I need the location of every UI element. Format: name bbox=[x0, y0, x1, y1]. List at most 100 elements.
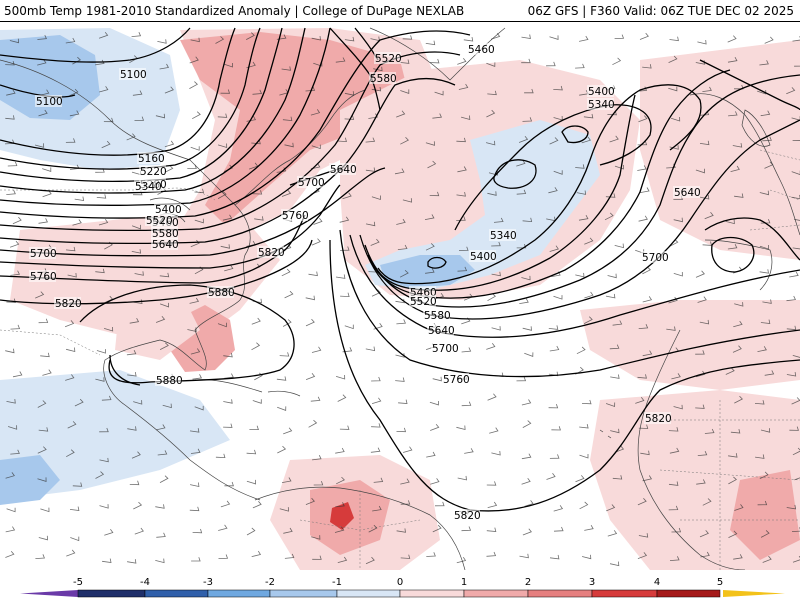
wind-barb bbox=[553, 85, 563, 91]
wind-barb bbox=[673, 404, 683, 410]
contour-label: 5220 bbox=[140, 166, 167, 178]
wind-barb bbox=[344, 91, 355, 96]
wind-barb bbox=[575, 63, 585, 69]
wind-barb bbox=[522, 420, 532, 428]
wind-barb bbox=[609, 135, 619, 143]
wind-barb bbox=[487, 90, 497, 96]
wind-barb bbox=[95, 471, 105, 479]
wind-barb bbox=[305, 318, 315, 327]
colorbar-tick-label: -4 bbox=[140, 577, 150, 588]
wind-barb bbox=[759, 244, 769, 250]
wind-barb bbox=[37, 477, 47, 482]
wind-barb bbox=[159, 342, 169, 350]
europe-coast bbox=[689, 93, 800, 236]
wind-barb bbox=[189, 56, 199, 64]
wind-barb bbox=[734, 193, 744, 198]
colorbar-tick-label: 0 bbox=[397, 577, 403, 588]
wind-barb bbox=[522, 528, 532, 536]
wind-barb bbox=[696, 479, 706, 485]
contour-label-bg bbox=[151, 238, 178, 250]
wind-barb bbox=[792, 355, 800, 358]
wind-barb bbox=[395, 353, 405, 358]
wind-barb bbox=[131, 224, 141, 230]
wind-barb bbox=[305, 295, 315, 301]
wind-barb bbox=[190, 482, 200, 488]
wind-barb bbox=[609, 344, 620, 350]
wind-barb bbox=[426, 451, 436, 458]
wind-barb bbox=[40, 352, 50, 358]
contour-5760 bbox=[0, 214, 306, 284]
wind-barb bbox=[610, 374, 620, 379]
wind-barb bbox=[252, 190, 263, 195]
contour-label: 5400 bbox=[155, 204, 182, 216]
contour-label-bg bbox=[54, 297, 81, 309]
wind-barb bbox=[189, 428, 200, 433]
contour-5400-trough bbox=[377, 84, 702, 285]
wind-barb bbox=[251, 550, 262, 557]
wind-barb bbox=[575, 475, 585, 483]
wind-barb bbox=[486, 343, 496, 350]
contour-label-bg bbox=[119, 68, 146, 80]
contour-5880 bbox=[79, 284, 295, 384]
wind-barb bbox=[791, 170, 800, 175]
wind-barb bbox=[792, 247, 800, 250]
wind-barb bbox=[72, 219, 82, 226]
wind-barb bbox=[396, 528, 406, 533]
wind-barb bbox=[670, 116, 681, 122]
south-america-coast bbox=[254, 486, 466, 570]
wind-barb bbox=[37, 34, 47, 40]
wind-barb bbox=[246, 32, 255, 40]
wind-barb bbox=[490, 32, 501, 40]
colorbar-tick-label: 2 bbox=[525, 577, 531, 588]
contour-label: 5460 bbox=[468, 44, 495, 56]
wind-barb bbox=[155, 315, 166, 323]
wind-barb bbox=[456, 216, 466, 221]
contour-label: 5340 bbox=[588, 99, 615, 111]
wind-barb bbox=[156, 532, 166, 538]
contour-label: 5880 bbox=[156, 375, 183, 387]
wind-barb bbox=[156, 424, 166, 431]
wind-barb bbox=[311, 238, 321, 246]
colorbar-swatch bbox=[399, 589, 465, 598]
wind-barb bbox=[549, 137, 559, 145]
wind-barb bbox=[612, 57, 622, 66]
contour-label: 5520 bbox=[375, 53, 402, 65]
wind-barb bbox=[757, 500, 768, 506]
wind-barb bbox=[699, 530, 709, 538]
wind-barb bbox=[553, 526, 564, 532]
wind-barb bbox=[725, 367, 735, 375]
wind-barb bbox=[786, 325, 797, 331]
wind-barb bbox=[607, 110, 617, 116]
colorbar-max-triangle bbox=[723, 590, 785, 597]
wind-barb bbox=[461, 347, 472, 353]
wind-barb bbox=[786, 504, 797, 510]
wind-barb bbox=[310, 396, 321, 402]
contour-label-bg bbox=[587, 85, 614, 97]
wind-barb bbox=[126, 133, 136, 141]
wind-barb bbox=[337, 394, 347, 402]
contour-5280 bbox=[0, 27, 283, 183]
wind-barb bbox=[396, 218, 406, 225]
wind-barb bbox=[133, 400, 143, 405]
wind-barb bbox=[5, 526, 16, 533]
wind-barb bbox=[760, 530, 770, 538]
warm-anomaly-south-america-peak bbox=[330, 502, 354, 530]
colorbar-tick-labels: -5 -4 -3 -2 -1 0 1 2 3 4 5 bbox=[73, 577, 723, 588]
colorbar-swatch bbox=[656, 589, 721, 598]
wind-barb bbox=[487, 393, 497, 401]
wind-barb bbox=[70, 536, 80, 542]
wind-barb bbox=[396, 319, 407, 325]
contour-label-bg bbox=[641, 251, 668, 263]
contour-label: 5520 bbox=[410, 296, 437, 308]
contour-label-bg bbox=[427, 324, 454, 336]
colorbar-tick-label: -5 bbox=[73, 577, 83, 588]
wind-barb bbox=[516, 189, 527, 195]
wind-barb bbox=[487, 191, 497, 196]
wind-barb bbox=[668, 296, 678, 304]
wind-barb bbox=[252, 89, 263, 95]
warm-anomaly-east-atlantic bbox=[580, 300, 800, 390]
wind-barb bbox=[762, 299, 772, 304]
wind-barb bbox=[402, 35, 413, 40]
contour-5460 bbox=[0, 30, 471, 219]
title-bar: 500mb Temp 1981-2010 Standardized Anomal… bbox=[0, 0, 800, 22]
